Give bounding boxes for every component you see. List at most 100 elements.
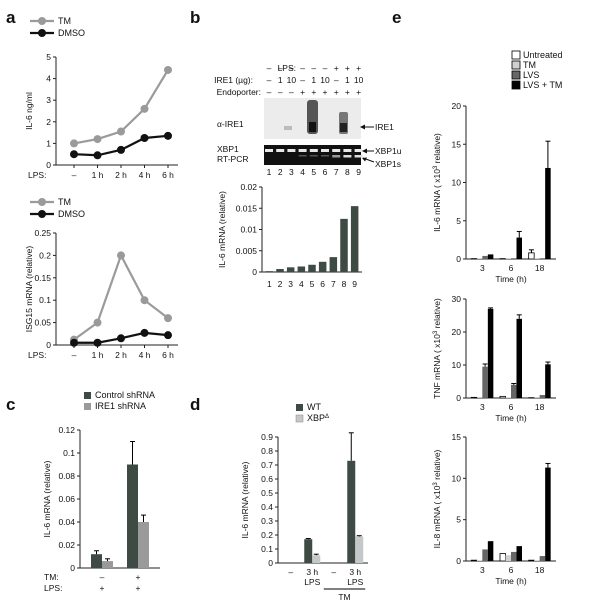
bar-value — [318, 261, 327, 272]
blot-band — [309, 122, 316, 132]
xbp1s-label: XBP1s — [375, 159, 401, 169]
lane-mark: + — [356, 87, 361, 97]
bar-lvs-tm — [545, 364, 551, 398]
y-tick-label: 30 — [452, 294, 462, 304]
tm-group-label: TM — [338, 592, 350, 602]
y-tick-label: 0.2 — [39, 250, 51, 260]
lane-mark: + — [334, 87, 339, 97]
x-tick-label: 5 — [310, 279, 315, 289]
lane-mark: – — [267, 87, 272, 97]
x-tick-label: 3 h — [349, 567, 361, 577]
bar-untreated — [470, 559, 478, 562]
chart-e-il6: 0 5 10 15 20 IL-6 mRNA ( x103 relative) 3 6 18 Ti… — [432, 101, 556, 284]
legend-label: DMSO — [58, 209, 85, 219]
bar-lvs-tm — [487, 254, 494, 259]
gel-lane-number: 6 — [323, 167, 328, 177]
x-tick-label: LPS — [347, 577, 363, 587]
x-tick-label: 3 — [480, 565, 485, 575]
x-tick-label: 6 — [509, 263, 514, 273]
bar-wt — [347, 460, 356, 563]
y-tick-label: 0.9 — [261, 432, 273, 442]
x-tick-label: – — [72, 170, 77, 180]
legend-marker — [38, 210, 46, 218]
bar-ire1-shrna — [102, 561, 113, 568]
panel-b-blot: LPS: – – – – – – + + + IRE1 (µg): –1 10–1 10–1 10 E… — [214, 63, 402, 177]
legend-label: TM — [58, 16, 71, 26]
lane-mark: + — [311, 87, 316, 97]
lane-mark: + — [334, 63, 339, 73]
legend-label: DMSO — [58, 28, 85, 38]
legend-swatch — [295, 414, 304, 423]
legend-label: Untreated — [523, 50, 563, 60]
chart-ire1-shrna: 0 0.02 0.04 0.06 0.08 0.1 0.12 IL-6 mRNA (relat… — [42, 390, 160, 593]
y-tick-label: 0.02 — [58, 540, 75, 550]
group-mark-lps: + — [100, 583, 105, 593]
series-line-tm — [73, 252, 169, 341]
gel-lane-number: 9 — [356, 167, 361, 177]
y-tick-label: 0.06 — [58, 494, 75, 504]
bar-lvs — [511, 551, 517, 561]
bar-lvs-tm — [516, 318, 522, 398]
xbp1s-band — [321, 155, 329, 157]
data-point — [70, 338, 78, 347]
lane-mark: – — [334, 75, 339, 85]
gel-lane-number: 3 — [289, 167, 294, 177]
bar-value — [308, 264, 316, 272]
bar-lvs — [539, 395, 546, 398]
y-tick-label: 10 — [452, 178, 462, 188]
data-point — [93, 135, 102, 144]
lane-mark: 10 — [354, 75, 364, 85]
xbp1u-label: XBP1u — [375, 146, 402, 156]
bar-lvs-tm — [487, 308, 494, 398]
x-tick-label: – — [72, 350, 77, 360]
blot-antibody-label: α-IRE1 — [217, 119, 244, 129]
x-tick-label: 6 h — [162, 350, 174, 360]
data-point — [140, 104, 149, 113]
bar-lvs-tm — [516, 237, 522, 259]
y-tick-label: 0.1 — [39, 295, 51, 305]
bar-wt — [304, 539, 313, 563]
chart-il6-tm-dmso: 0 1 2 3 4 5 – 1 h 2 h 4 h 6 h LPS: IL-6 ng/ml TM DMSO — [24, 16, 178, 180]
y-tick-label: 0 — [46, 340, 51, 350]
y-tick-label: 0.01 — [240, 225, 257, 235]
data-point — [164, 331, 172, 340]
x-tick-label: 9 — [352, 279, 357, 289]
legend-label: TM — [58, 197, 71, 207]
xbp1-label: XBP1 — [217, 144, 239, 154]
y-axis-label: IL-6 mRNA (relative) — [240, 461, 250, 538]
y-tick-label: 10 — [452, 360, 462, 370]
bar-lvs — [482, 549, 488, 561]
y-tick-label: 0.02 — [240, 182, 257, 192]
x-tick-label: 2 h — [115, 350, 127, 360]
xbp1u-band — [287, 149, 296, 152]
endoporter-row-marks: – – – + + + + + + — [267, 87, 361, 97]
endoporter-row-label: Endoporter: — [217, 87, 261, 97]
bar-lvs-tm — [487, 541, 494, 561]
lane-mark: – — [278, 63, 283, 73]
x-tick-label: 3 h — [306, 567, 318, 577]
legend-swatch — [84, 403, 91, 410]
chart-isg15: 0 0.05 0.1 0.15 0.2 0.25 – 1 h 2 h 4 h 6 h LPS: ISG1… — [24, 197, 178, 360]
lps-row-label: LPS: — [278, 63, 296, 73]
y-tick-label: 0.08 — [58, 471, 75, 481]
lane-mark: + — [345, 87, 350, 97]
lane-mark: – — [300, 63, 305, 73]
bar-value — [265, 271, 274, 272]
bar-value — [286, 267, 295, 272]
legend-marker — [38, 198, 46, 206]
y-tick-label: 0.05 — [34, 318, 51, 328]
x-tick-label: 4 — [299, 279, 304, 289]
legend-label: LVS + TM — [523, 80, 562, 90]
x-tick-label: 4 h — [139, 170, 151, 180]
x-tick-label: 4 h — [139, 350, 151, 360]
y-tick-label: 0 — [456, 254, 461, 264]
xbp1u-band — [309, 149, 318, 152]
y-tick-label: 2 — [46, 117, 51, 127]
x-tick-label: – — [331, 567, 336, 577]
xbp1u-band — [332, 149, 341, 152]
y-tick-label: 0.8 — [261, 446, 273, 456]
bar-untreated — [470, 396, 478, 399]
row-label-lps: LPS: — [44, 583, 62, 593]
bar-tm — [476, 560, 483, 561]
